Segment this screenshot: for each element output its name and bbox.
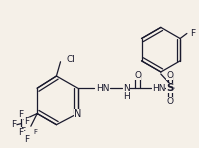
Text: F: F xyxy=(20,127,25,136)
Text: F: F xyxy=(190,29,195,38)
Text: H: H xyxy=(123,92,130,101)
Text: O: O xyxy=(166,70,174,79)
Text: N: N xyxy=(74,108,81,119)
Text: O: O xyxy=(166,97,174,106)
Text: F: F xyxy=(18,128,23,137)
Text: F: F xyxy=(33,129,37,135)
Text: S: S xyxy=(166,83,174,93)
Text: F: F xyxy=(18,110,23,119)
Text: F: F xyxy=(24,117,30,126)
Text: F: F xyxy=(24,135,30,144)
Text: HN: HN xyxy=(152,84,165,93)
Text: O: O xyxy=(134,70,141,79)
Text: F: F xyxy=(11,120,17,129)
Text: N: N xyxy=(123,84,130,93)
Text: Cl: Cl xyxy=(67,55,75,64)
Text: HN: HN xyxy=(96,84,109,93)
